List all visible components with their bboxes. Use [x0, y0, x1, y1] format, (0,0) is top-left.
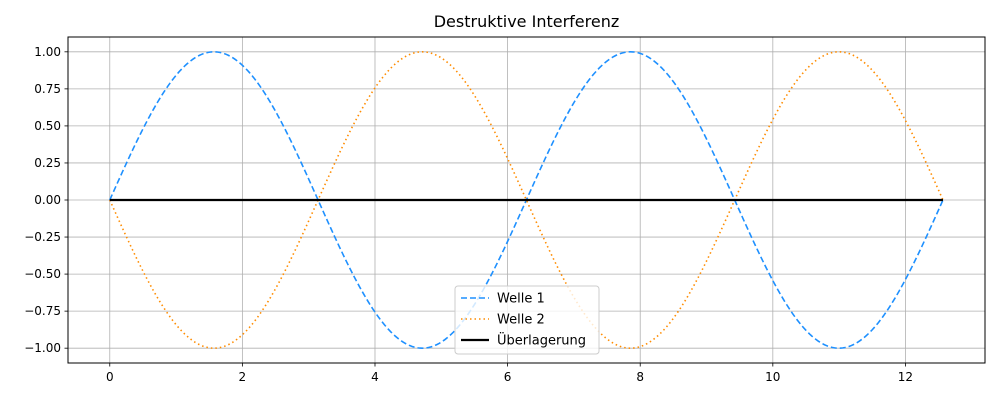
x-tick-label: 12 [898, 370, 913, 384]
legend: Welle 1 Welle 2 Überlagerung [454, 285, 600, 355]
legend-label-3: Überlagerung [497, 332, 586, 349]
x-tick-label: 4 [371, 370, 379, 384]
chart-title: Destruktive Interferenz [434, 12, 620, 31]
legend-label-2: Welle 2 [497, 313, 545, 328]
legend-label-1: Welle 1 [497, 292, 545, 307]
y-tick-label: −0.50 [24, 267, 61, 281]
x-tick-label: 0 [106, 370, 114, 384]
x-tick-label: 2 [239, 370, 247, 384]
series-layer [109, 51, 944, 349]
y-tick-label: 1.00 [34, 45, 61, 59]
x-tick-label: 6 [504, 370, 512, 384]
x-tick-label: 8 [636, 370, 644, 384]
y-tick-label: 0.75 [34, 82, 61, 96]
y-tick-label: 0.25 [34, 156, 61, 170]
y-tick-label: −0.25 [24, 230, 61, 244]
y-tick-label: −1.00 [24, 341, 61, 355]
y-tick-label: −0.75 [24, 304, 61, 318]
y-tick-label: 0.00 [34, 193, 61, 207]
axis-layer: 0 2 4 6 8 10 12 −1.00 −0.75 −0.50 −0.25 0.00 0.25 0.5… [24, 45, 913, 384]
x-tick-label: 10 [765, 370, 780, 384]
grid-layer [68, 37, 985, 363]
legend-box [454, 285, 600, 355]
y-tick-label: 0.50 [34, 119, 61, 133]
